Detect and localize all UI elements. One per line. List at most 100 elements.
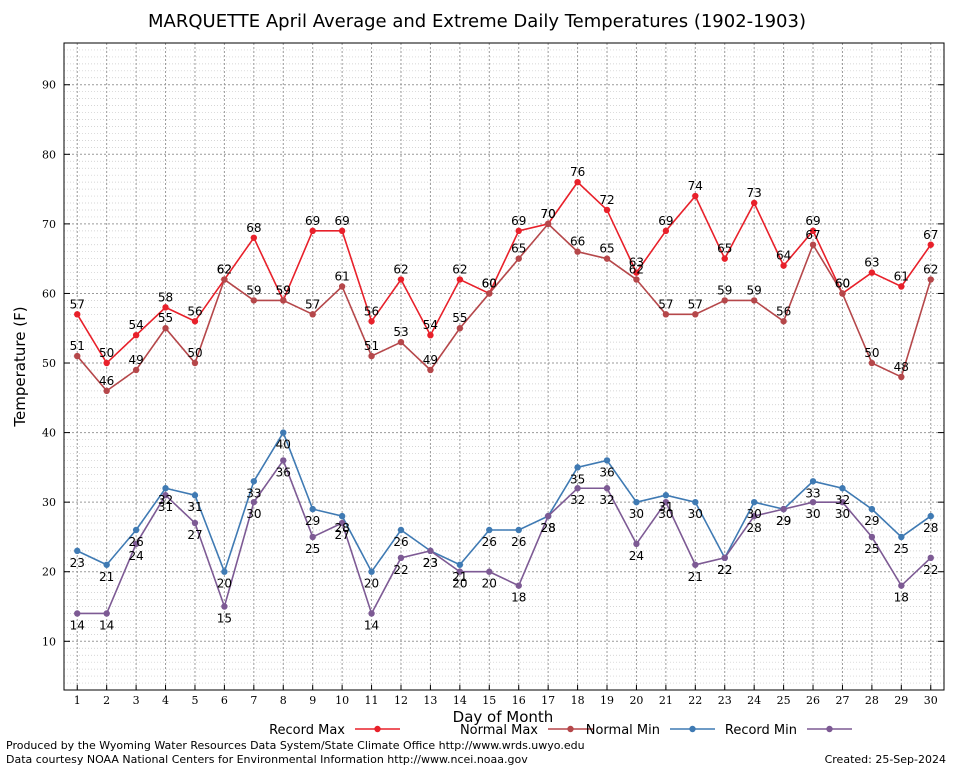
normal-min-data-label: 35 [570,472,585,486]
x-tick-label: 13 [423,694,437,707]
normal-min-data-label: 21 [99,570,114,584]
record-min-point [280,457,287,464]
normal-max-point [486,290,493,297]
record-max-line [76,180,932,365]
normal-max-data-label: 61 [334,269,349,283]
normal-min-data-label: 20 [217,577,232,591]
x-tick-label: 14 [453,694,467,707]
record-max-point [397,276,405,283]
record-max-point [574,178,581,186]
record-max-point [103,359,110,367]
record-max-point [427,331,434,339]
record-max-point [132,331,140,339]
x-tick-label: 6 [221,694,228,707]
record-min-data-label: 22 [923,563,938,577]
record-max-data-label: 54 [128,318,143,332]
normal-min-point [633,498,640,506]
normal-min-data-label: 32 [158,493,173,507]
record-max-data-label: 63 [629,256,644,270]
normal-min-data-label: 20 [364,577,379,591]
x-tick-label: 3 [133,694,140,707]
normal-max-point [898,373,905,381]
normal-max-point [456,325,464,332]
legend-marker-record-max [374,725,381,733]
normal-min-point [456,561,464,568]
x-tick-label: 28 [865,694,879,707]
normal-min-point [368,568,375,575]
normal-max-data-label: 57 [658,297,673,311]
record-max-data-label: 60 [835,276,850,290]
x-tick-label: 15 [482,694,496,707]
normal-min-point [662,492,670,499]
x-tick-label: 7 [250,694,257,707]
record-max-data-label: 69 [334,214,349,228]
record-max-data-label: 76 [570,165,585,179]
record-max-data-label: 65 [717,242,732,256]
legend: Record Max Normal Max Normal Min Record Min [269,723,852,738]
normal-max-line [76,222,932,392]
normal-min-point [103,561,110,568]
normal-max-data-label: 66 [570,235,585,249]
record-max-point [868,269,876,276]
record-max-data-label: 50 [99,346,114,360]
x-tick-label: 22 [688,694,702,707]
normal-min-point [250,478,258,485]
record-min-point [780,505,787,513]
footer-created-date: Created: 25-Sep-2024 [825,753,946,766]
record-max-data-label: 62 [217,263,232,277]
record-min-point [839,498,846,506]
record-min-data-label: 22 [393,563,408,577]
chart-title: MARQUETTE April Average and Extreme Dail… [148,11,806,32]
x-tick-label: 29 [894,694,908,707]
record-max-data-label: 62 [452,263,467,277]
record-max-point [603,206,611,214]
normal-max-data-label: 46 [99,374,114,388]
x-tick-label: 8 [280,694,287,707]
normal-min-point [338,512,346,520]
record-max-data-label: 64 [776,249,791,263]
record-max-data-label: 73 [747,186,762,200]
record-min-point [132,540,140,548]
y-tick-label: 50 [42,357,56,370]
record-max-data-label: 61 [894,269,909,283]
normal-max-point [74,352,81,360]
record-max-data-label: 69 [658,214,673,228]
normal-max-data-label: 56 [776,304,791,318]
normal-max-data-label: 51 [364,339,379,353]
record-min-point [309,533,316,541]
normal-min-point [397,526,405,534]
normal-max-data-label: 62 [629,263,644,277]
normal-max-data-label: 70 [541,207,556,221]
normal-min-data-label: 21 [452,570,467,584]
record-max-data-label: 72 [599,193,614,207]
record-min-data-label: 29 [776,514,791,528]
record-min-point [486,568,493,575]
x-tick-label: 12 [394,694,408,707]
x-tick-label: 27 [835,694,849,707]
normal-max-point [338,283,346,290]
normal-min-data-label: 26 [511,535,526,549]
normal-min-data-label: 28 [334,521,349,535]
normal-max-point [280,297,287,304]
legend-label-normal-max: Normal Max [460,723,538,738]
record-min-point [103,610,110,617]
record-min-point [427,547,434,555]
normal-max-data-label: 49 [128,353,143,367]
y-tick-label: 80 [42,148,56,161]
record-max-point [515,227,522,235]
x-tick-label: 9 [309,694,316,707]
y-tick-label: 90 [42,79,56,92]
normal-min-data-label: 33 [805,486,820,500]
x-tick-label: 21 [659,694,673,707]
record-min-data-label: 28 [541,521,556,535]
normal-max-data-label: 67 [805,228,820,242]
record-max-point [927,241,934,248]
normal-max-data-label: 59 [276,283,291,297]
record-min-data-label: 27 [187,528,202,542]
grid [64,42,944,691]
normal-min-data-label: 30 [688,507,703,521]
legend-label-record-max: Record Max [269,723,345,738]
record-max-point [309,227,316,235]
record-max-data-label: 68 [246,221,261,235]
normal-min-data-label: 29 [864,514,879,528]
